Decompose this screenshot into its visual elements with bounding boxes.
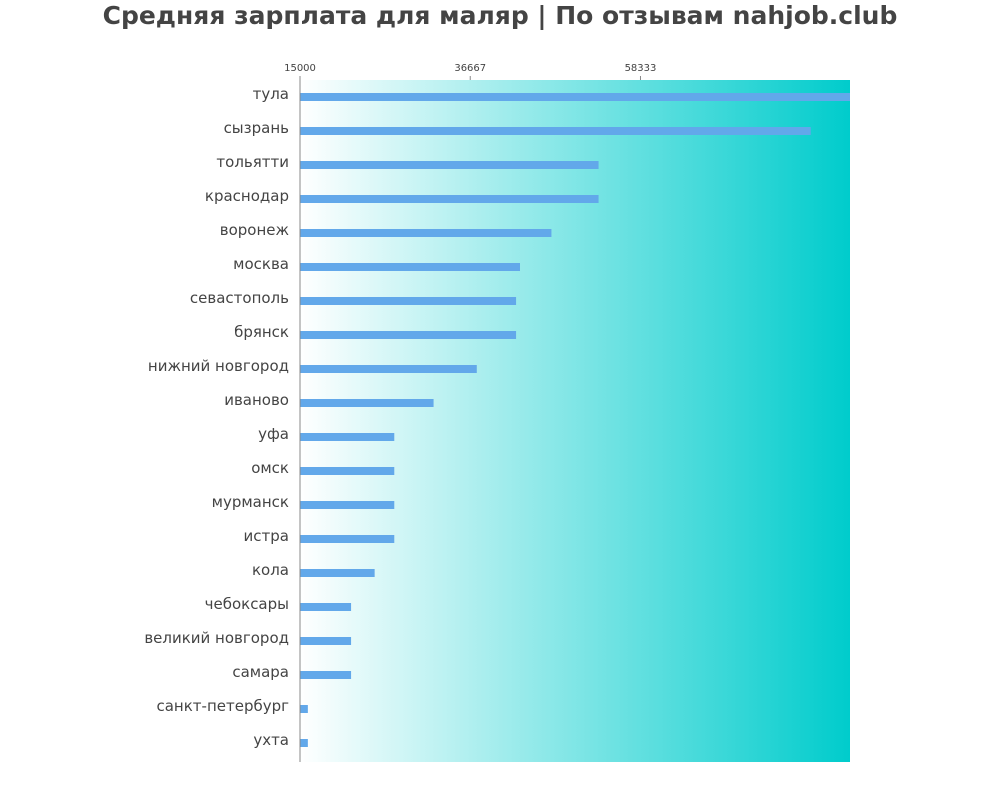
bar bbox=[300, 161, 599, 169]
bar bbox=[300, 467, 395, 475]
category-label: великий новгород bbox=[144, 629, 289, 647]
category-labels: тула сызрань тольятти краснодар воронеж москв… bbox=[144, 85, 289, 749]
chart-title: Средняя зарплата для маляр | По отзывам … bbox=[102, 1, 898, 30]
category-label: иваново bbox=[224, 391, 289, 409]
bar bbox=[300, 433, 395, 441]
category-label: омск bbox=[251, 459, 289, 477]
category-label: брянск bbox=[234, 323, 289, 341]
category-label: воронеж bbox=[220, 221, 289, 239]
category-label: краснодар bbox=[205, 187, 289, 205]
category-label: кола bbox=[252, 561, 289, 579]
category-label: нижний новгород bbox=[148, 357, 289, 375]
bar bbox=[300, 705, 308, 713]
bar bbox=[300, 399, 434, 407]
bar bbox=[300, 365, 477, 373]
bar bbox=[300, 637, 352, 645]
bar bbox=[300, 297, 517, 305]
category-label: санкт-петербург bbox=[156, 697, 289, 715]
category-label: ухта bbox=[253, 731, 289, 749]
bar bbox=[300, 739, 308, 747]
bars-layer bbox=[300, 93, 850, 747]
bar bbox=[300, 127, 811, 135]
bar bbox=[300, 229, 552, 237]
bar bbox=[300, 501, 395, 509]
bar bbox=[300, 263, 520, 271]
category-label: москва bbox=[233, 255, 289, 273]
category-label: уфа bbox=[258, 425, 289, 443]
category-label: мурманск bbox=[212, 493, 289, 511]
category-label: тольятти bbox=[216, 153, 289, 171]
bar bbox=[300, 671, 352, 679]
bar bbox=[300, 331, 517, 339]
category-label: севастополь bbox=[190, 289, 289, 307]
bar bbox=[300, 569, 375, 577]
category-label: тула bbox=[253, 85, 289, 103]
category-label: самара bbox=[232, 663, 289, 681]
x-tick-label: 36667 bbox=[454, 63, 486, 74]
x-tick-label: 58333 bbox=[625, 63, 657, 74]
plot-background bbox=[300, 80, 850, 762]
category-label: сызрань bbox=[224, 119, 289, 137]
category-label: чебоксары bbox=[205, 595, 289, 613]
category-label: истра bbox=[244, 527, 289, 545]
bar bbox=[300, 603, 352, 611]
bar bbox=[300, 93, 850, 101]
x-tick-label: 15000 bbox=[284, 63, 316, 74]
bar bbox=[300, 195, 599, 203]
x-axis-ticks: 15000 36667 58333 bbox=[284, 63, 656, 80]
bar bbox=[300, 535, 395, 543]
